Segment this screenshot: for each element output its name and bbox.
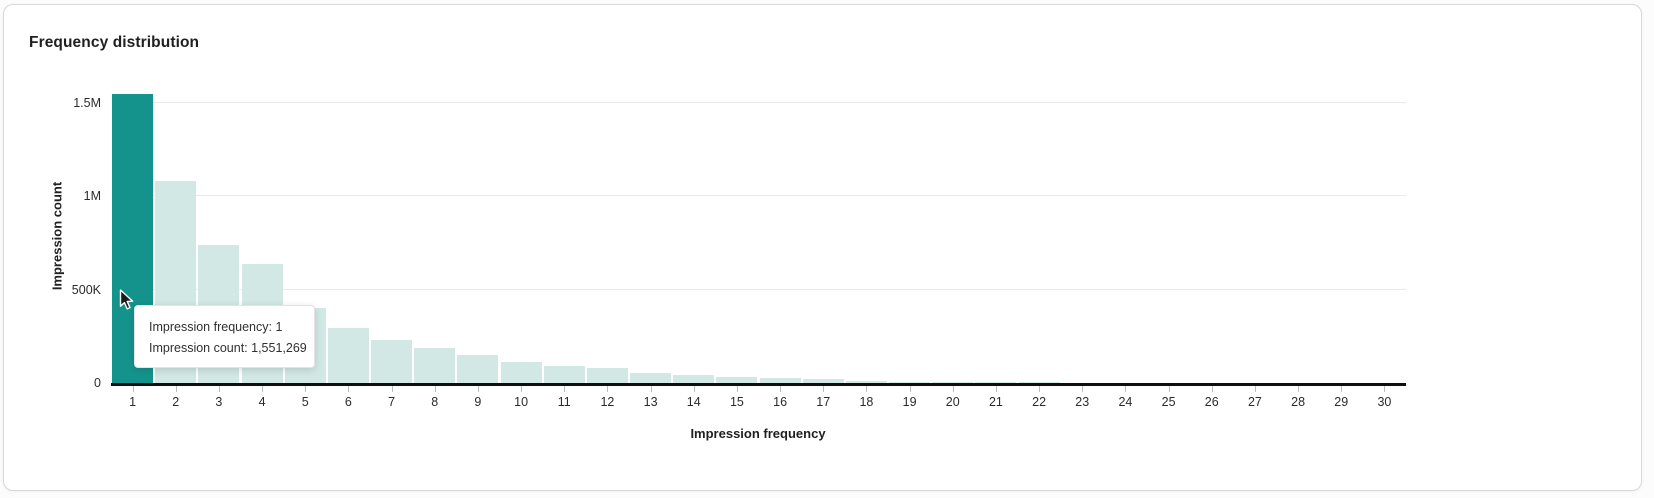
x-tick-label-27: 27 [1247, 395, 1262, 409]
x-tick-3 [218, 386, 220, 392]
x-tick-label-12: 12 [600, 395, 615, 409]
x-axis-title: Impression frequency [690, 426, 826, 441]
x-tick-28 [1298, 386, 1300, 392]
y-tick-label-1.5M: 1.5M [73, 96, 101, 111]
x-tick-label-4: 4 [258, 395, 266, 409]
x-tick-label-6: 6 [344, 395, 352, 409]
x-tick-18 [866, 386, 868, 392]
x-tick-17 [823, 386, 825, 392]
x-tick-10 [521, 386, 523, 392]
x-tick-label-20: 20 [945, 395, 960, 409]
x-axis-line [111, 383, 1406, 386]
x-tick-29 [1341, 386, 1343, 392]
x-tick-26 [1211, 386, 1213, 392]
x-tick-label-24: 24 [1118, 395, 1133, 409]
x-tick-label-18: 18 [859, 395, 874, 409]
x-tick-label-17: 17 [816, 395, 831, 409]
y-tick-label-1M: 1M [83, 189, 101, 204]
gridline-1M [111, 195, 1406, 197]
x-tick-label-28: 28 [1291, 395, 1306, 409]
x-tick-15 [736, 386, 738, 392]
x-tick-label-10: 10 [514, 395, 529, 409]
x-tick-label-2: 2 [172, 395, 180, 409]
y-tick-label-0: 0 [94, 376, 101, 390]
x-tick-5 [305, 386, 307, 392]
x-tick-label-29: 29 [1334, 395, 1349, 409]
bar-frequency-19[interactable] [889, 381, 931, 383]
bar-frequency-21[interactable] [975, 382, 1017, 383]
x-tick-13 [650, 386, 652, 392]
bar-frequency-9[interactable] [457, 355, 499, 383]
x-tick-label-16: 16 [773, 395, 788, 409]
chart-tooltip: Impression frequency: 1 Impression count… [134, 305, 315, 368]
x-tick-label-26: 26 [1204, 395, 1219, 409]
bar-frequency-22[interactable] [1018, 382, 1060, 383]
x-tick-label-23: 23 [1075, 395, 1090, 409]
bar-frequency-20[interactable] [932, 382, 974, 383]
x-tick-7 [391, 386, 393, 392]
x-tick-22 [1039, 386, 1041, 392]
x-tick-14 [693, 386, 695, 392]
x-tick-16 [780, 386, 782, 392]
bar-frequency-14[interactable] [673, 375, 715, 383]
y-tick-label-500K: 500K [71, 282, 101, 297]
x-tick-label-9: 9 [474, 395, 482, 409]
x-tick-12 [607, 386, 609, 392]
x-tick-2 [175, 386, 177, 392]
x-tick-1 [132, 386, 134, 392]
x-tick-24 [1125, 386, 1127, 392]
bar-frequency-8[interactable] [414, 347, 456, 383]
tooltip-impression-frequency: Impression frequency: 1 [149, 320, 283, 334]
x-tick-8 [434, 386, 436, 392]
bar-frequency-7[interactable] [371, 340, 413, 383]
x-tick-27 [1254, 386, 1256, 392]
mouse-cursor [119, 289, 134, 310]
x-tick-9 [477, 386, 479, 392]
x-tick-label-3: 3 [215, 395, 223, 409]
bar-frequency-13[interactable] [630, 372, 672, 383]
frequency-distribution-chart: Impression count 0 500K 1M 1.5M 1 2 3 4 5 6 7 8 9 10… [4, 5, 1641, 490]
bar-frequency-10[interactable] [500, 361, 542, 383]
bar-frequency-6[interactable] [327, 328, 369, 383]
x-tick-label-14: 14 [686, 395, 701, 409]
gridline-1.5M [111, 102, 1406, 104]
x-tick-30 [1384, 386, 1386, 392]
x-tick-label-11: 11 [557, 395, 571, 409]
x-tick-label-22: 22 [1032, 395, 1047, 409]
x-tick-11 [564, 386, 566, 392]
x-tick-20 [952, 386, 954, 392]
bar-frequency-11[interactable] [543, 366, 585, 383]
bar-frequency-12[interactable] [586, 368, 628, 383]
x-tick-label-7: 7 [388, 395, 396, 409]
frequency-distribution-card: Frequency distribution Impression count … [3, 4, 1642, 491]
x-tick-label-19: 19 [902, 395, 917, 409]
bar-frequency-17[interactable] [802, 379, 844, 383]
bar-frequency-16[interactable] [759, 377, 801, 383]
x-tick-label-15: 15 [729, 395, 744, 409]
x-tick-23 [1082, 386, 1084, 392]
bar-frequency-15[interactable] [716, 377, 758, 383]
x-tick-label-1: 1 [129, 395, 137, 409]
bar-frequency-18[interactable] [845, 380, 887, 383]
chart-title: Frequency distribution [29, 34, 200, 51]
x-tick-25 [1168, 386, 1170, 392]
x-tick-label-13: 13 [643, 395, 658, 409]
x-tick-label-30: 30 [1377, 395, 1392, 409]
x-tick-label-5: 5 [301, 395, 309, 409]
x-tick-label-25: 25 [1161, 395, 1176, 409]
x-tick-19 [909, 386, 911, 392]
x-tick-4 [262, 386, 264, 392]
gridline-500K [111, 288, 1406, 290]
x-tick-21 [995, 386, 997, 392]
tooltip-impression-count: Impression count: 1,551,269 [149, 340, 307, 355]
x-tick-label-8: 8 [431, 395, 439, 409]
x-tick-label-21: 21 [988, 395, 1003, 409]
x-tick-6 [348, 386, 350, 392]
